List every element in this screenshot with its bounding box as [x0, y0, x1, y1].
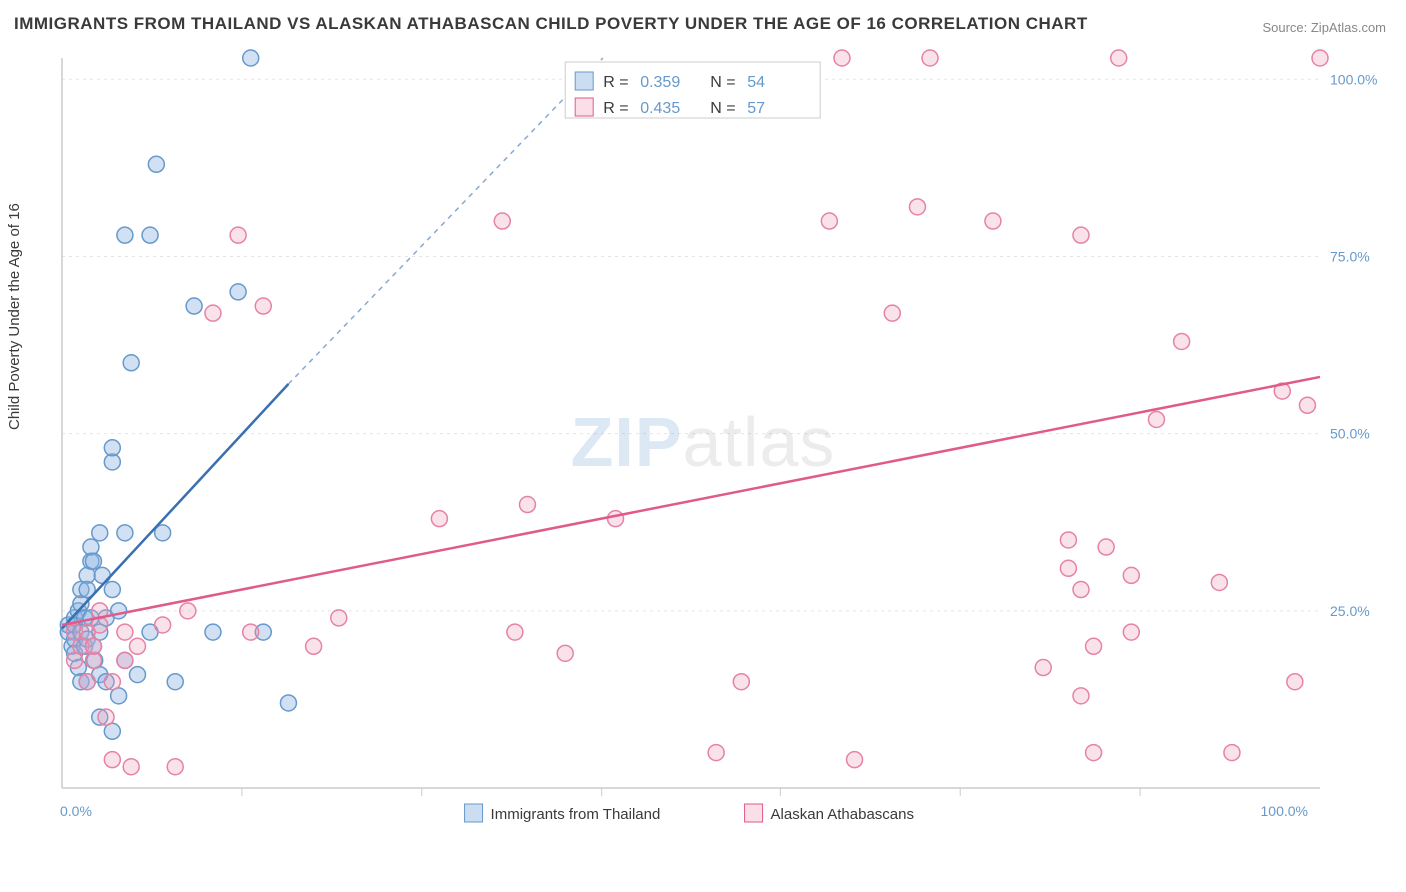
- data-point-series-1: [557, 645, 573, 661]
- legend-r-label: R =: [603, 74, 628, 91]
- data-point-series-0: [148, 156, 164, 172]
- data-point-series-1: [1312, 50, 1328, 66]
- data-point-series-1: [104, 752, 120, 768]
- data-point-series-1: [205, 305, 221, 321]
- data-point-series-1: [1098, 539, 1114, 555]
- source-credit: Source: ZipAtlas.com: [1262, 20, 1386, 35]
- legend-swatch-series-1: [575, 98, 593, 116]
- data-point-series-1: [507, 624, 523, 640]
- data-point-series-1: [1224, 745, 1240, 761]
- data-point-series-1: [117, 624, 133, 640]
- data-point-series-1: [733, 674, 749, 690]
- data-point-series-0: [205, 624, 221, 640]
- data-point-series-1: [519, 497, 535, 513]
- data-point-series-1: [909, 199, 925, 215]
- data-point-series-1: [1086, 745, 1102, 761]
- x-tick-label: 100.0%: [1261, 803, 1308, 819]
- legend-n-label: N =: [710, 100, 735, 117]
- data-point-series-0: [186, 298, 202, 314]
- data-point-series-1: [1123, 567, 1139, 583]
- data-point-series-0: [117, 227, 133, 243]
- legend-n-label: N =: [710, 74, 735, 91]
- data-point-series-1: [431, 511, 447, 527]
- x-tick-label: 0.0%: [60, 803, 92, 819]
- y-tick-label: 100.0%: [1330, 71, 1377, 87]
- y-tick-label: 75.0%: [1330, 248, 1370, 264]
- data-point-series-0: [243, 50, 259, 66]
- data-point-series-1: [834, 50, 850, 66]
- data-point-series-1: [1287, 674, 1303, 690]
- data-point-series-1: [847, 752, 863, 768]
- data-point-series-1: [167, 759, 183, 775]
- trend-line-series-1: [62, 377, 1320, 625]
- data-point-series-1: [230, 227, 246, 243]
- data-point-series-1: [985, 213, 1001, 229]
- data-point-series-0: [104, 582, 120, 598]
- data-point-series-0: [111, 603, 127, 619]
- data-point-series-1: [85, 638, 101, 654]
- data-point-series-1: [243, 624, 259, 640]
- data-point-series-1: [1211, 574, 1227, 590]
- data-point-series-1: [1073, 688, 1089, 704]
- data-point-series-1: [922, 50, 938, 66]
- data-point-series-0: [129, 667, 145, 683]
- data-point-series-1: [1035, 660, 1051, 676]
- data-point-series-0: [142, 227, 158, 243]
- data-point-series-0: [92, 525, 108, 541]
- legend-n-value: 54: [747, 74, 765, 91]
- data-point-series-0: [85, 553, 101, 569]
- data-point-series-0: [117, 525, 133, 541]
- trend-line-series-0: [62, 384, 288, 629]
- data-point-series-1: [1086, 638, 1102, 654]
- data-point-series-1: [306, 638, 322, 654]
- legend-r-value: 0.359: [640, 74, 680, 91]
- data-point-series-1: [155, 617, 171, 633]
- legend-r-value: 0.435: [640, 100, 680, 117]
- scatter-plot: 0.0% 100.0% 25.0% 50.0% 75.0% 100.0% R = 0.359 N…: [52, 48, 1390, 838]
- chart-title: IMMIGRANTS FROM THAILAND VS ALASKAN ATHA…: [14, 14, 1088, 34]
- y-axis-label: Child Poverty Under the Age of 16: [6, 203, 23, 430]
- data-point-series-1: [1148, 411, 1164, 427]
- data-point-series-1: [608, 511, 624, 527]
- data-point-series-1: [1111, 50, 1127, 66]
- data-point-series-0: [230, 284, 246, 300]
- bottom-legend-label-1: Alaskan Athabascans: [771, 806, 914, 823]
- bottom-legend-label-0: Immigrants from Thailand: [491, 806, 661, 823]
- data-point-series-1: [255, 298, 271, 314]
- data-point-series-1: [1123, 624, 1139, 640]
- data-point-series-1: [1174, 333, 1190, 349]
- data-point-series-1: [708, 745, 724, 761]
- data-point-series-0: [104, 440, 120, 456]
- data-point-series-1: [104, 674, 120, 690]
- y-tick-label: 25.0%: [1330, 603, 1370, 619]
- bottom-legend-swatch-0: [465, 804, 483, 822]
- data-point-series-1: [180, 603, 196, 619]
- data-point-series-1: [1060, 560, 1076, 576]
- data-point-series-1: [821, 213, 837, 229]
- legend-n-value: 57: [747, 100, 765, 117]
- data-point-series-0: [280, 695, 296, 711]
- data-point-series-1: [1060, 532, 1076, 548]
- legend-swatch-series-0: [575, 72, 593, 90]
- data-point-series-1: [129, 638, 145, 654]
- data-point-series-1: [117, 652, 133, 668]
- data-point-series-1: [79, 674, 95, 690]
- data-point-series-1: [1299, 397, 1315, 413]
- data-point-series-0: [83, 539, 99, 555]
- data-point-series-0: [123, 355, 139, 371]
- y-tick-label: 50.0%: [1330, 426, 1370, 442]
- data-point-series-1: [98, 709, 114, 725]
- trend-line-dashed-series-0: [288, 58, 603, 384]
- data-point-series-1: [331, 610, 347, 626]
- bottom-legend-swatch-1: [745, 804, 763, 822]
- legend-r-label: R =: [603, 100, 628, 117]
- data-point-series-1: [123, 759, 139, 775]
- data-point-series-1: [1073, 227, 1089, 243]
- data-point-series-0: [167, 674, 183, 690]
- data-point-series-1: [884, 305, 900, 321]
- data-point-series-0: [94, 567, 110, 583]
- data-point-series-1: [1073, 582, 1089, 598]
- data-point-series-1: [494, 213, 510, 229]
